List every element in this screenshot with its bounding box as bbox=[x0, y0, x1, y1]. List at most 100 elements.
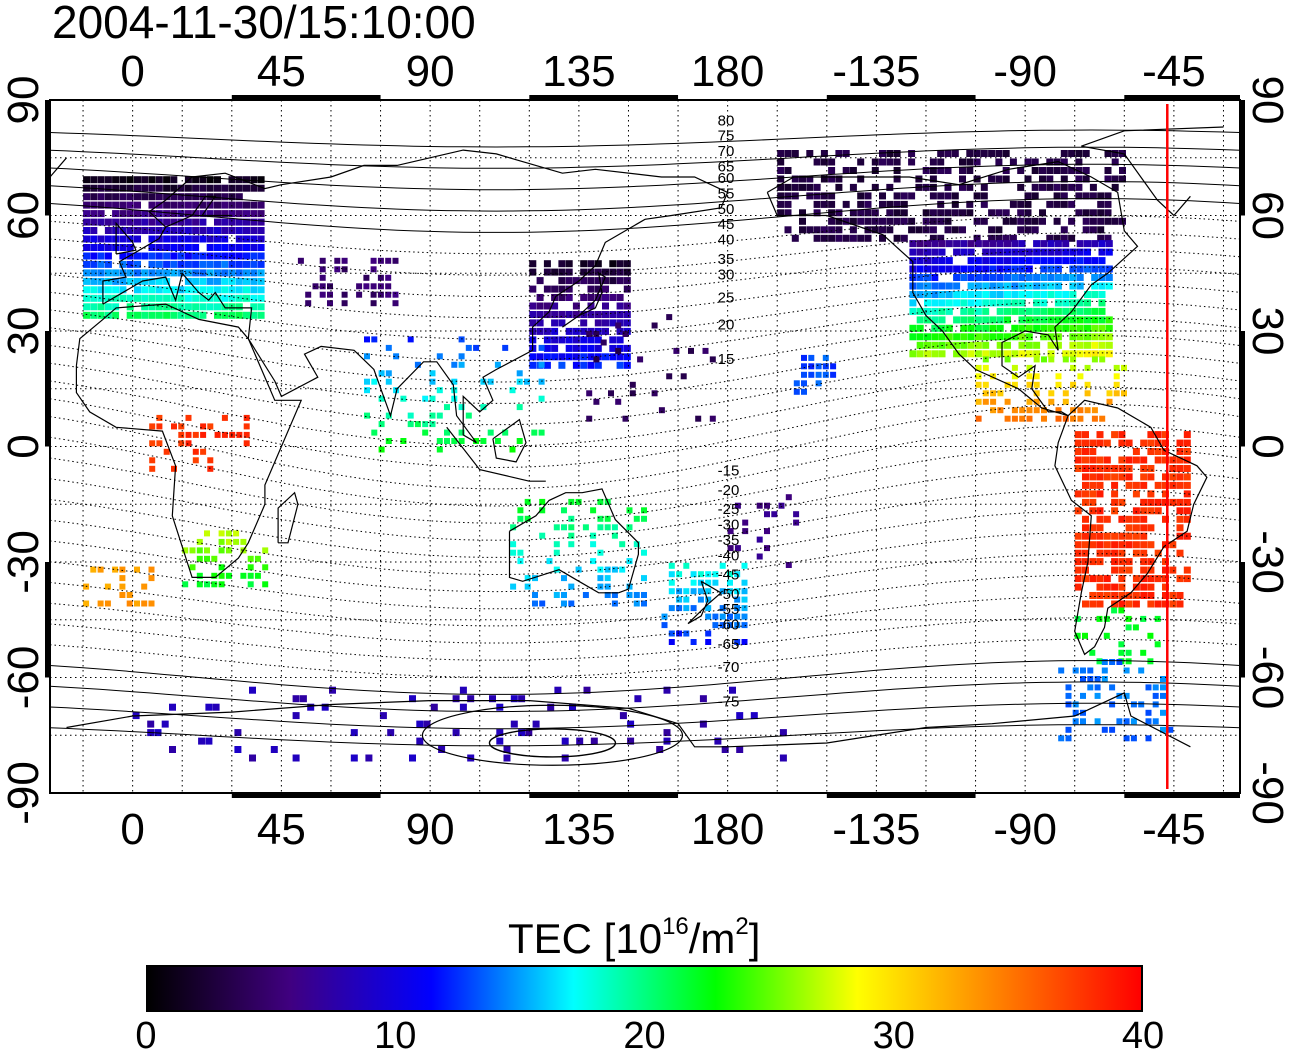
tec-sample bbox=[1140, 583, 1148, 591]
tec-sample bbox=[184, 210, 192, 218]
tec-sample bbox=[1004, 274, 1011, 281]
tec-sample bbox=[668, 605, 675, 612]
tec-sample bbox=[1076, 265, 1084, 273]
tec-sample bbox=[580, 260, 588, 268]
tec-sample bbox=[155, 303, 163, 311]
tec-sample bbox=[974, 274, 982, 281]
tec-sample bbox=[543, 260, 551, 268]
tec-sample bbox=[974, 299, 982, 307]
tec-sample bbox=[104, 294, 112, 302]
tec-sample bbox=[257, 277, 265, 285]
tec-sample bbox=[371, 336, 378, 343]
tec-sample bbox=[141, 193, 149, 201]
tec-sample bbox=[996, 240, 1004, 248]
tec-sample bbox=[813, 158, 821, 166]
tec-sample bbox=[510, 695, 518, 703]
magnetic-latitude-line bbox=[49, 724, 1241, 747]
tec-sample bbox=[1047, 248, 1055, 256]
tec-sample bbox=[580, 311, 588, 318]
tec-sample bbox=[235, 193, 243, 201]
tec-sample bbox=[126, 600, 133, 607]
tec-sample bbox=[938, 240, 946, 248]
tec-sample bbox=[171, 423, 177, 430]
tec-sample bbox=[235, 244, 243, 251]
tec-sample bbox=[924, 333, 931, 341]
tec-sample bbox=[989, 282, 997, 290]
tec-sample bbox=[228, 303, 236, 311]
magnetic-latitude-line bbox=[49, 596, 1241, 644]
tec-sample bbox=[609, 311, 617, 318]
tec-sample bbox=[623, 285, 631, 293]
magnetic-latitude-label: 15 bbox=[718, 351, 735, 368]
tec-sample bbox=[1154, 549, 1162, 557]
tec-sample bbox=[1075, 150, 1083, 157]
tec-sample bbox=[602, 277, 609, 285]
tec-sample bbox=[221, 286, 229, 294]
tec-sample bbox=[170, 193, 178, 201]
tec-sample bbox=[721, 746, 729, 753]
tec-sample bbox=[982, 356, 989, 363]
tec-sample bbox=[668, 571, 675, 578]
tec-sample bbox=[393, 387, 400, 394]
tec-sample bbox=[1096, 515, 1104, 523]
tec-sample bbox=[430, 703, 438, 711]
tec-sample bbox=[1104, 209, 1112, 217]
tec-sample bbox=[1084, 324, 1091, 332]
tec-sample bbox=[945, 307, 953, 315]
tec-sample bbox=[1162, 490, 1169, 498]
tec-sample bbox=[1118, 641, 1125, 648]
tec-sample bbox=[364, 387, 370, 394]
tec-sample bbox=[516, 370, 523, 377]
tec-sample bbox=[1125, 649, 1132, 656]
tec-sample bbox=[214, 269, 221, 277]
tec-sample bbox=[944, 183, 952, 191]
tec-sample bbox=[543, 327, 551, 335]
tec-sample bbox=[177, 218, 185, 226]
tec-sample bbox=[1123, 667, 1130, 674]
tec-sample bbox=[170, 311, 178, 319]
tec-sample bbox=[1047, 291, 1055, 298]
tec-sample bbox=[793, 380, 800, 387]
tec-sample bbox=[938, 257, 946, 265]
tec-sample bbox=[551, 302, 559, 310]
tec-sample bbox=[604, 566, 611, 573]
tec-sample bbox=[192, 303, 200, 311]
tec-sample bbox=[1047, 257, 1055, 265]
tec-sample bbox=[1094, 718, 1101, 725]
tec-sample bbox=[364, 353, 370, 360]
tec-sample bbox=[929, 175, 937, 183]
tec-sample bbox=[756, 553, 763, 560]
tec-sample bbox=[214, 303, 221, 311]
tec-sample bbox=[944, 167, 952, 174]
tec-sample bbox=[871, 217, 879, 225]
tec-sample bbox=[112, 193, 120, 201]
tec-sample bbox=[1069, 333, 1077, 341]
tec-sample bbox=[214, 260, 221, 268]
tec-sample bbox=[178, 431, 185, 438]
tec-sample bbox=[916, 316, 924, 324]
tec-sample bbox=[995, 226, 1003, 234]
tec-sample bbox=[370, 291, 377, 298]
tec-sample bbox=[587, 302, 595, 310]
tec-sample bbox=[1089, 465, 1097, 472]
tec-sample bbox=[1154, 439, 1162, 447]
tec-sample bbox=[864, 217, 872, 225]
tec-sample bbox=[97, 260, 105, 268]
tec-sample bbox=[1089, 226, 1097, 234]
tec-sample bbox=[1046, 158, 1054, 166]
tec-sample bbox=[568, 498, 575, 505]
tec-sample bbox=[235, 311, 243, 319]
tec-sample bbox=[163, 252, 171, 260]
tec-sample bbox=[1096, 583, 1104, 591]
tec-sample bbox=[1076, 316, 1084, 324]
tec-sample bbox=[247, 564, 254, 571]
tec-sample bbox=[182, 547, 189, 554]
colorbar-tick-label: 30 bbox=[872, 1015, 915, 1057]
tec-sample bbox=[1074, 541, 1082, 549]
tec-sample bbox=[835, 209, 843, 217]
tec-sample bbox=[590, 532, 597, 539]
tec-sample bbox=[444, 404, 450, 411]
tec-sample bbox=[609, 260, 617, 268]
tec-sample bbox=[734, 545, 741, 552]
tec-sample bbox=[422, 429, 429, 436]
